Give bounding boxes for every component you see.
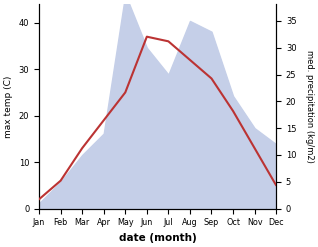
Y-axis label: med. precipitation (kg/m2): med. precipitation (kg/m2) — [305, 50, 314, 163]
X-axis label: date (month): date (month) — [119, 233, 197, 243]
Y-axis label: max temp (C): max temp (C) — [4, 75, 13, 138]
